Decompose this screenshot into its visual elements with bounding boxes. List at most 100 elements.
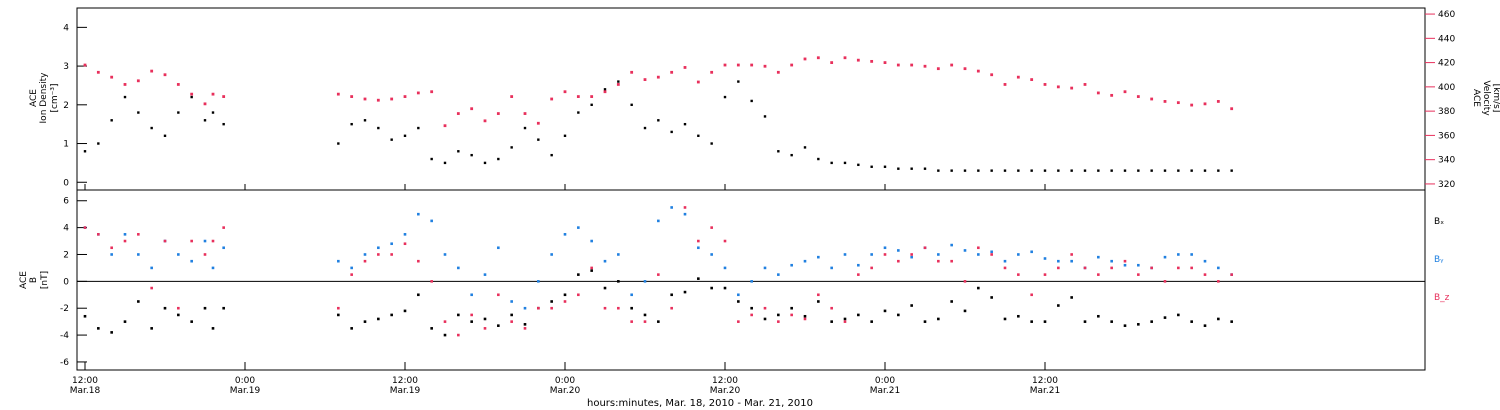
bx-point	[1043, 320, 1047, 323]
bz-point	[577, 293, 580, 297]
bx-point	[337, 313, 340, 317]
velocity-point	[1216, 100, 1220, 103]
bx-point	[550, 300, 553, 303]
velocity-point	[390, 97, 394, 101]
bz-point	[670, 306, 673, 310]
bx-point	[150, 327, 153, 330]
velocity-point	[470, 107, 474, 111]
velocity-point	[1150, 97, 1154, 101]
velocity-point	[870, 59, 874, 63]
bz-point	[657, 273, 660, 276]
x-tick-date-5: Mar.21	[870, 386, 900, 396]
density-point	[190, 95, 193, 99]
bz-point	[470, 313, 473, 317]
density-point	[1043, 169, 1047, 172]
density-point	[1190, 169, 1193, 172]
by-point	[470, 293, 473, 297]
by-point	[603, 259, 607, 263]
bz-point	[643, 320, 647, 323]
density-point	[222, 122, 225, 126]
bx-point	[843, 317, 847, 321]
imf-ytick-label-1: -4	[60, 331, 69, 341]
velocity-point	[830, 61, 834, 64]
by-point	[1070, 259, 1073, 263]
bz-point	[950, 259, 953, 263]
density-point	[390, 138, 393, 141]
bx-point	[1177, 313, 1180, 317]
velocity-ylabel-line-2: Velocity	[1481, 80, 1491, 116]
velocity-point	[590, 95, 594, 98]
bx-point	[123, 320, 127, 323]
bz-point	[363, 259, 367, 263]
by-point	[1017, 253, 1020, 256]
velocity-point	[1083, 83, 1087, 86]
velocity-point	[1056, 85, 1060, 89]
by-point	[577, 226, 580, 229]
bz-point	[777, 320, 780, 323]
by-point	[403, 233, 407, 236]
velocity-point	[656, 75, 660, 79]
bz-point	[97, 233, 100, 236]
density-point	[377, 126, 380, 130]
density-point	[1137, 169, 1140, 172]
bz-point	[137, 233, 140, 236]
bz-point	[923, 246, 927, 250]
by-point	[443, 253, 447, 256]
velocity-point	[1030, 78, 1034, 81]
density-point	[657, 119, 660, 122]
velocity-point	[1003, 83, 1007, 86]
bx-point	[363, 320, 367, 323]
density-point	[163, 134, 167, 137]
density-point	[830, 161, 833, 165]
velocity-point	[443, 124, 447, 128]
by-point	[177, 253, 180, 256]
imf-ytick-label-3: 0	[63, 277, 69, 287]
velocity-point	[1136, 95, 1140, 98]
bz-point	[550, 306, 553, 310]
x-tick-date-4: Mar.20	[710, 386, 741, 396]
bz-point	[1177, 266, 1180, 270]
bz-point	[990, 253, 993, 256]
bz-point	[1097, 273, 1100, 276]
x-tick-time-1: 0:00	[235, 376, 255, 386]
bx-point	[1030, 320, 1033, 323]
by-point	[1203, 259, 1207, 263]
x-tick-time-6: 12:00	[1032, 376, 1058, 386]
density-point	[97, 142, 100, 145]
density-point	[523, 126, 527, 130]
velocity-point	[683, 66, 687, 69]
density-point	[110, 119, 113, 122]
density-point	[430, 157, 433, 161]
bx-point	[897, 313, 900, 317]
bx-point	[1003, 317, 1007, 321]
bx-point	[710, 286, 713, 290]
by-point	[617, 253, 620, 256]
velocity-point	[550, 97, 554, 101]
bz-point	[723, 239, 727, 243]
density-point	[617, 80, 620, 83]
bx-point	[222, 306, 225, 310]
bz-point	[1203, 273, 1207, 276]
bz-point	[790, 313, 793, 317]
bz-point	[803, 317, 807, 321]
bz-point	[1190, 266, 1193, 270]
bx-point	[523, 323, 527, 326]
velocity-point	[643, 78, 647, 81]
velocity-ylabel-line-3: [km/s]	[1491, 84, 1500, 113]
velocity-point	[150, 69, 154, 73]
bx-point	[457, 313, 460, 317]
density-point	[1083, 169, 1087, 172]
bx-point	[950, 300, 953, 303]
by-point	[1110, 259, 1113, 263]
velocity-point	[376, 98, 380, 102]
density-ylabel-line-2: Ion Density	[39, 72, 49, 124]
bx-point	[377, 317, 380, 321]
by-point	[350, 266, 353, 270]
velocity-point	[96, 70, 100, 74]
velocity-point	[416, 91, 420, 95]
velocity-point	[763, 64, 767, 68]
density-point	[1070, 169, 1073, 172]
density-point	[750, 99, 753, 103]
velocity-point	[336, 92, 340, 96]
density-ylabel: ACE Ion Density [cm⁻³]	[29, 72, 60, 124]
